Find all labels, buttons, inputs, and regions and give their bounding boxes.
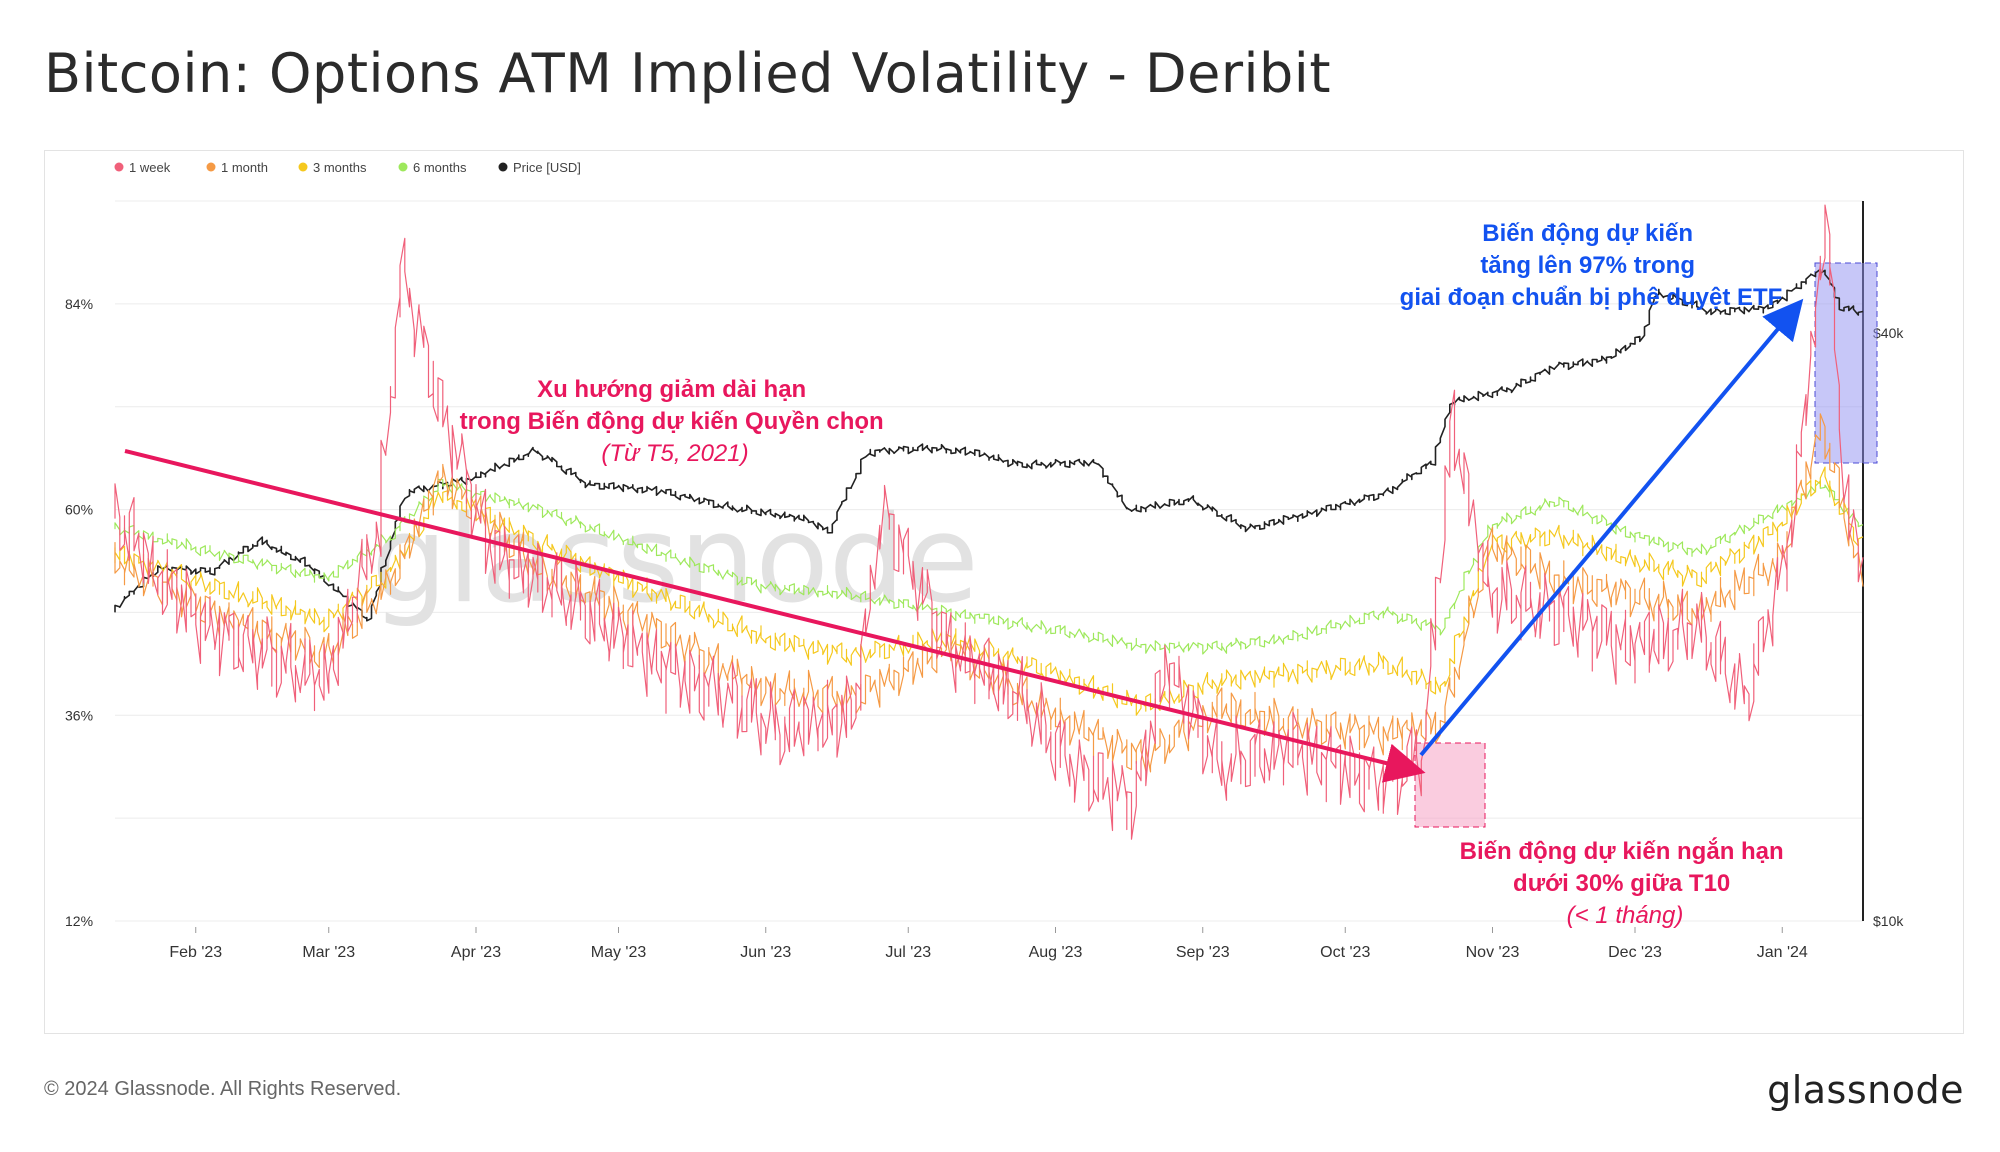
- legend-item[interactable]: 3 months: [313, 160, 367, 175]
- legend-item[interactable]: 1 week: [129, 160, 171, 175]
- x-tick-label: Jan '24: [1757, 944, 1808, 961]
- legend-swatch: [398, 162, 408, 172]
- low-vol-highlight: [1414, 742, 1486, 828]
- series-6-months-line: [114, 478, 1864, 655]
- x-tick-label: Sep '23: [1176, 944, 1230, 961]
- series-price-usd-line: [114, 268, 1864, 622]
- etf-annotation: Biến động dự kiến tăng lên 97% trong gia…: [1400, 220, 1783, 311]
- x-tick-label: May '23: [591, 944, 647, 961]
- volatility-chart: 1 week 1 month 3 months 6 months Price [USD]…: [65, 160, 1904, 961]
- x-tick-label: Jun '23: [740, 944, 791, 961]
- page-title: Bitcoin: Options ATM Implied Volatility …: [44, 42, 1331, 105]
- y-right-tick-label: $10k: [1873, 913, 1904, 929]
- grid-lines: [115, 200, 1863, 922]
- series-1-week-line: [114, 204, 1864, 840]
- y-left-ticks: 84% 60% 36% 12%: [65, 296, 93, 929]
- chart-panel: 1 week 1 month 3 months 6 months Price [USD]…: [44, 150, 1964, 1034]
- legend-swatch: [206, 162, 216, 172]
- x-tick-label: Feb '23: [169, 944, 222, 961]
- legend-item[interactable]: 6 months: [413, 160, 467, 175]
- legend-swatch: [498, 162, 508, 172]
- x-tick-label: Jul '23: [885, 944, 931, 961]
- y-left-tick-label: 12%: [65, 913, 93, 929]
- copyright-text: © 2024 Glassnode. All Rights Reserved.: [44, 1078, 402, 1100]
- watermark: glassnode: [371, 491, 979, 630]
- low-vol-annotation: Biến động dự kiến ngắn hạn dưới 30% giữa…: [1460, 837, 1791, 929]
- legend-item[interactable]: 1 month: [221, 160, 268, 175]
- x-tick-label: Mar '23: [302, 944, 355, 961]
- x-tick-label: Dec '23: [1608, 944, 1662, 961]
- y-left-tick-label: 84%: [65, 296, 93, 312]
- y-left-tick-label: 60%: [65, 502, 93, 518]
- x-tick-label: Apr '23: [451, 944, 501, 961]
- chart-legend: 1 week 1 month 3 months 6 months Price [USD]: [114, 160, 581, 175]
- trend-annotation: Xu hướng giảm dài hạn trong Biến động dự…: [460, 376, 891, 467]
- trend-arrow: [124, 449, 1426, 783]
- glassnode-logo: glassnode: [1767, 1068, 1964, 1112]
- y-right-tick-label: $40k: [1873, 325, 1904, 341]
- y-left-tick-label: 36%: [65, 707, 93, 723]
- x-tick-label: Nov '23: [1466, 944, 1520, 961]
- y-right-ticks: $40k $10k: [1873, 325, 1904, 929]
- x-tick-label: Aug '23: [1029, 944, 1083, 961]
- legend-swatch: [114, 162, 124, 172]
- x-tick-label: Oct '23: [1320, 944, 1370, 961]
- etf-arrow: [1419, 298, 1804, 757]
- etf-vol-highlight: [1814, 262, 1878, 464]
- x-ticks: Feb '23 Mar '23 Apr '23 May '23 Jun '23 Jul '…: [169, 927, 1808, 961]
- legend-swatch: [298, 162, 308, 172]
- legend-item[interactable]: Price [USD]: [513, 160, 581, 175]
